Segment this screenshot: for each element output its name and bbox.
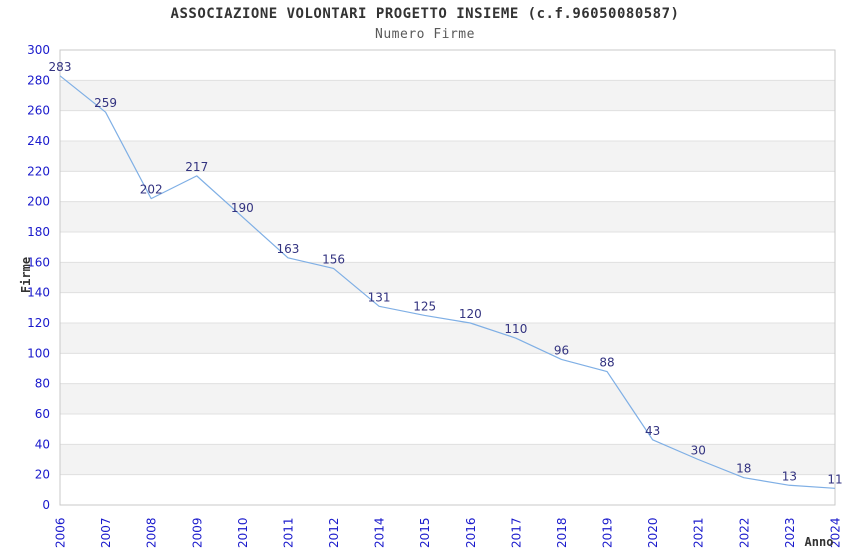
y-tick-label: 300	[27, 43, 50, 57]
x-tick-label: 2011	[281, 517, 295, 548]
y-tick-label: 200	[27, 195, 50, 209]
y-tick-label: 240	[27, 134, 50, 148]
y-tick-label: 140	[27, 286, 50, 300]
x-tick-label: 2020	[646, 517, 660, 548]
point-value-label: 217	[185, 160, 208, 174]
grid-band	[60, 323, 835, 354]
x-tick-label: 2006	[54, 517, 68, 548]
point-value-label: 202	[140, 183, 163, 197]
x-tick-label: 2012	[327, 517, 341, 548]
y-tick-label: 220	[27, 164, 50, 178]
grid-band	[60, 201, 835, 232]
x-tick-label: 2017	[509, 517, 523, 548]
x-tick-label: 2021	[692, 517, 706, 548]
x-tick-label: 2016	[464, 517, 478, 548]
point-value-label: 190	[231, 201, 254, 215]
y-tick-label: 260	[27, 104, 50, 118]
x-tick-label: 2008	[145, 517, 159, 548]
point-value-label: 156	[322, 252, 345, 266]
x-tick-label: 2009	[190, 517, 204, 548]
data-series-line	[59, 75, 836, 489]
y-tick-label: 20	[35, 468, 50, 482]
grid-band	[60, 80, 835, 111]
chart-title: ASSOCIAZIONE VOLONTARI PROGETTO INSIEME …	[170, 6, 680, 22]
point-value-label: 283	[49, 60, 72, 74]
plot-border	[59, 49, 836, 506]
y-tick-label: 280	[27, 73, 50, 87]
x-tick-label: 2018	[555, 517, 569, 548]
point-value-label: 88	[599, 356, 614, 370]
point-value-label: 13	[782, 469, 797, 483]
grid-band	[60, 383, 835, 414]
point-value-label: 131	[368, 290, 391, 304]
x-tick-label: 2010	[236, 517, 250, 548]
point-value-label: 120	[459, 307, 482, 321]
point-value-label: 30	[691, 444, 706, 458]
y-tick-label: 40	[35, 437, 50, 451]
y-tick-label: 100	[27, 346, 50, 360]
x-tick-label: 2007	[99, 517, 113, 548]
x-tick-label: 2019	[601, 517, 615, 548]
point-value-label: 96	[554, 343, 569, 357]
grid-band	[60, 141, 835, 172]
point-value-label: 259	[94, 96, 117, 110]
y-tick-label: 0	[42, 498, 50, 512]
point-value-label: 163	[276, 242, 299, 256]
y-tick-label: 60	[35, 407, 50, 421]
x-tick-label: 2024	[829, 517, 843, 548]
chart-subtitle: Numero Firme	[375, 27, 475, 42]
y-tick-label: 160	[27, 255, 50, 269]
x-tick-label: 2022	[737, 517, 751, 548]
grid-band	[60, 262, 835, 293]
point-value-label: 43	[645, 424, 660, 438]
point-value-label: 110	[504, 322, 527, 336]
x-axis-title: Anno	[805, 535, 834, 549]
point-value-label: 18	[736, 462, 751, 476]
x-tick-label: 2015	[418, 517, 432, 548]
y-tick-label: 180	[27, 225, 50, 239]
y-tick-label: 80	[35, 377, 50, 391]
x-tick-label: 2023	[783, 517, 797, 548]
y-axis-title: Firme	[19, 257, 33, 293]
point-value-label: 125	[413, 299, 436, 313]
x-tick-label: 2014	[373, 517, 387, 548]
y-tick-label: 120	[27, 316, 50, 330]
grid-band	[60, 444, 835, 475]
point-value-label: 11	[827, 472, 842, 486]
